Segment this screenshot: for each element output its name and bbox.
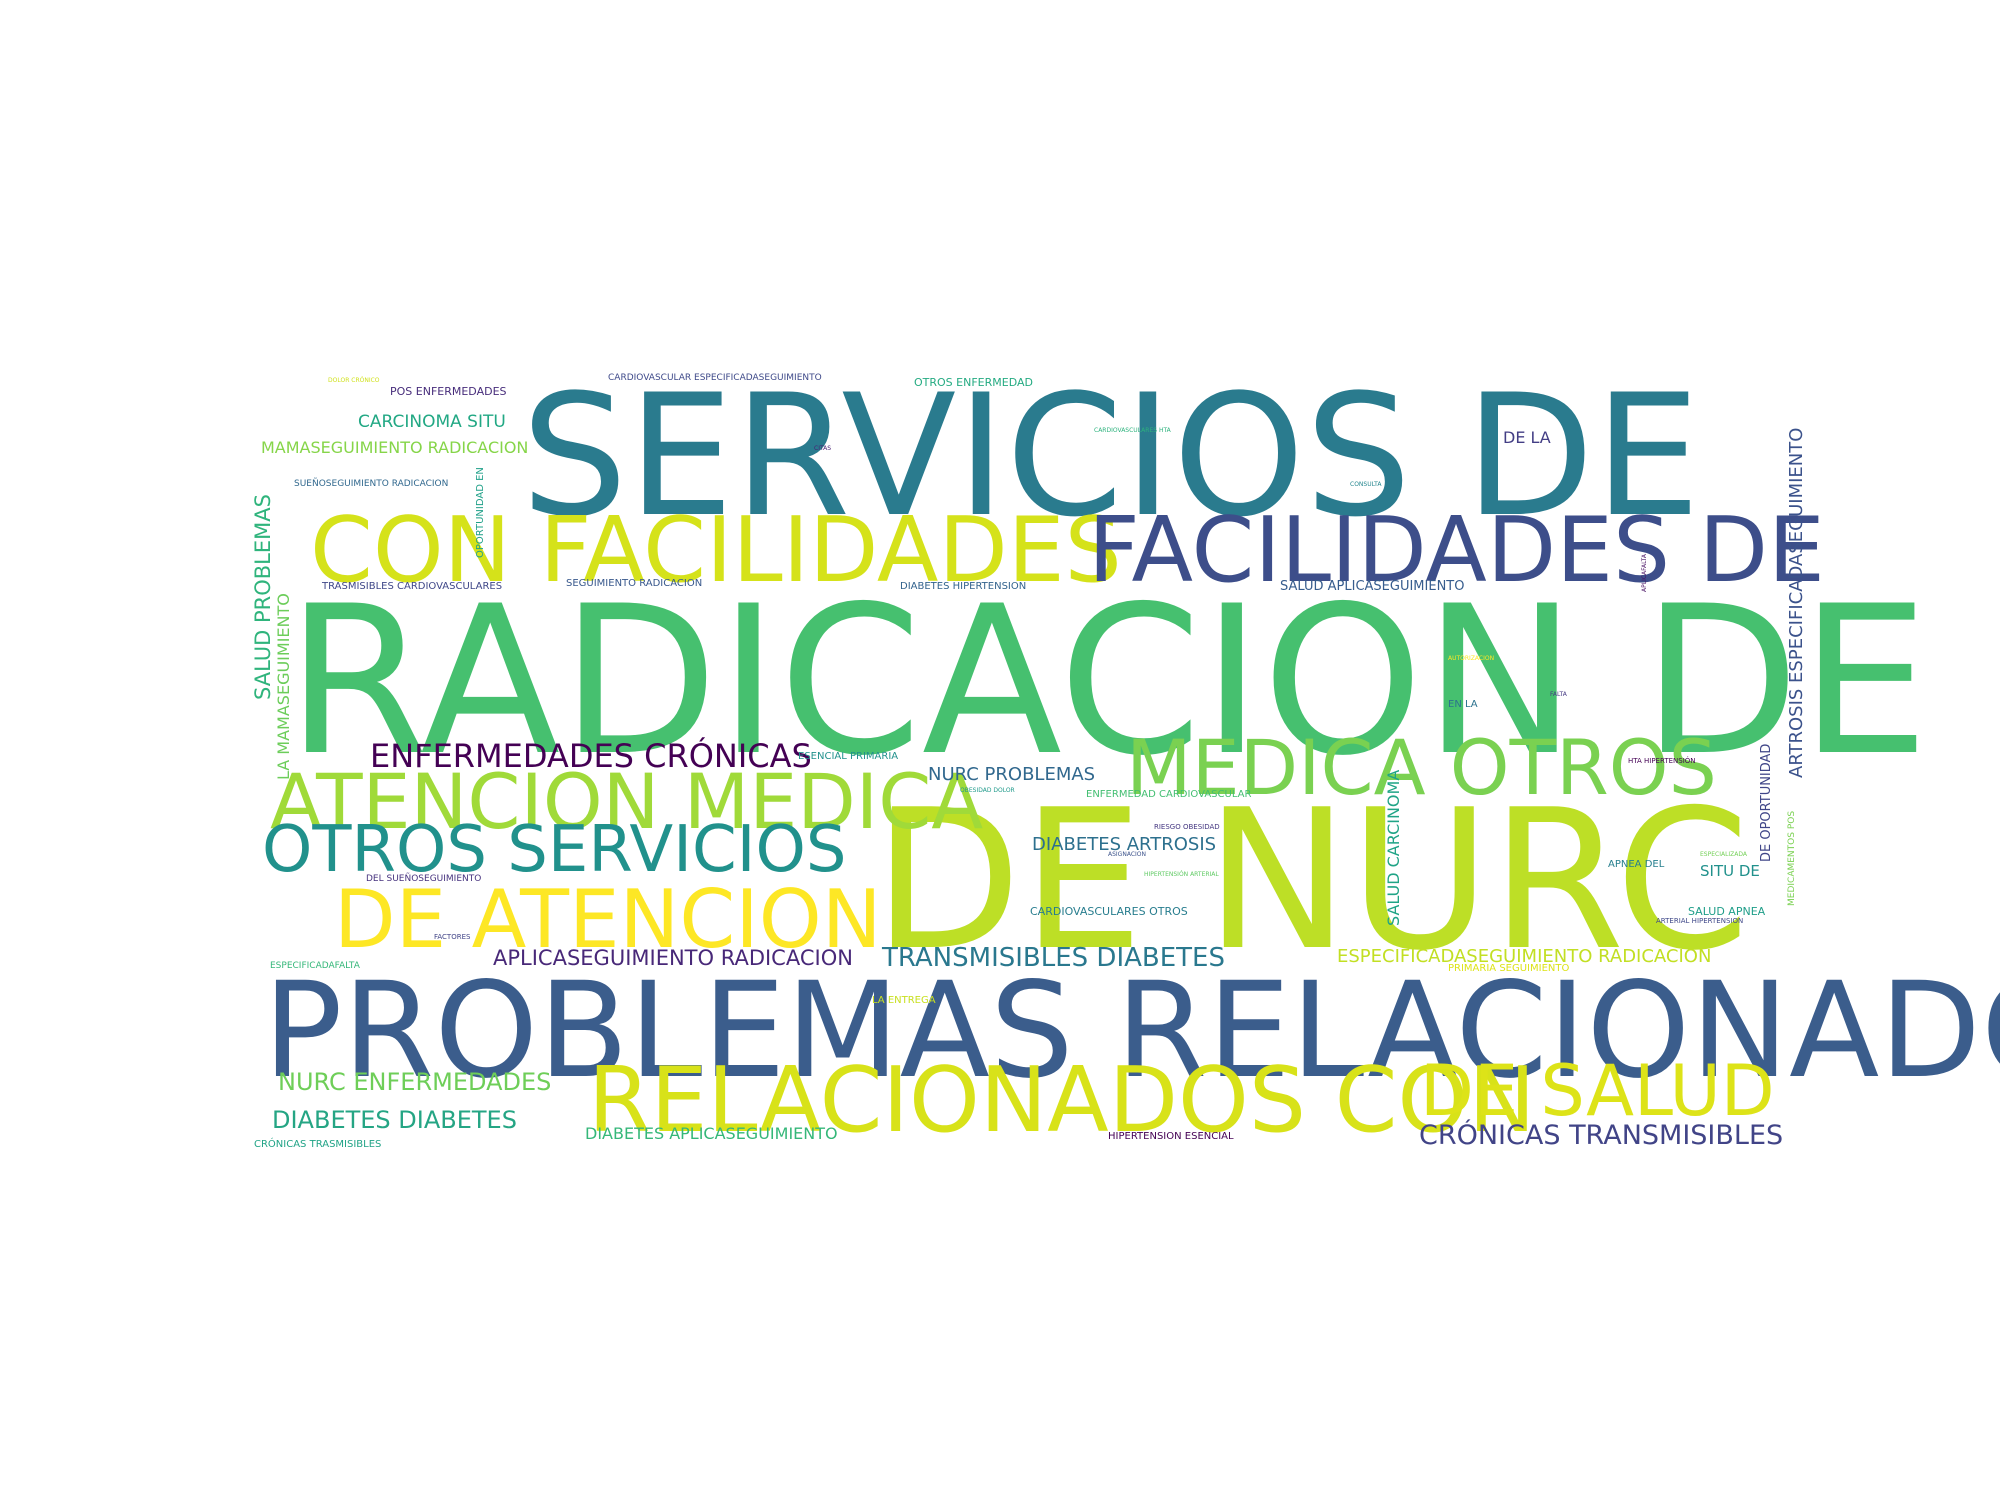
word: EN LA (1448, 699, 1478, 710)
word: FALTA (1550, 691, 1567, 698)
word: ARTERIAL HIPERTENSION (1656, 917, 1744, 925)
word: DE ATENCION (334, 873, 882, 966)
word: DE OPORTUNIDAD (1759, 743, 1774, 862)
word: SUEÑOSEGUIMIENTO RADICACION (294, 479, 449, 489)
word: DE SALUD (1420, 1050, 1775, 1132)
word: SERVICIOS DE (521, 358, 1701, 554)
word: DE NURC (873, 768, 1750, 993)
word: ESPECIALIZADA (1700, 851, 1748, 858)
word: CONSULTA (1350, 481, 1382, 488)
word: AUTORIZACION (1448, 655, 1495, 662)
word: DIABETES ARTROSIS (1032, 834, 1217, 855)
word: CRÓNICAS TRASMISIBLES (254, 1139, 382, 1150)
word: FACTORES (434, 933, 471, 941)
word: DIABETES HIPERTENSION (900, 581, 1027, 592)
word: RELACIONADOS CON (588, 1048, 1536, 1153)
word: CRÓNICAS TRANSMISIBLES (1419, 1120, 1784, 1151)
word: ARTROSIS ESPECIFICADASEGUIMIENTO (1786, 427, 1807, 778)
word: ESENCIAL PRIMARIA (798, 751, 899, 762)
word: ENFERMEDADES CRÓNICAS (370, 737, 812, 775)
word: DEL SUEÑOSEGUIMIENTO (366, 874, 482, 884)
word: DOLOR CRÓNICO (328, 377, 380, 384)
word: APLICASEGUIMIENTO RADICACION (493, 946, 853, 970)
word: CITAS (814, 445, 832, 452)
word: PRIMARIA SEGUIMIENTO (1448, 963, 1570, 974)
word: MEDICAMENTOS POS (1787, 810, 1797, 906)
word: TRASMISIBLES CARDIOVASCULARES (322, 581, 503, 592)
word: DE LA (1503, 428, 1551, 447)
word: SITU DE (1700, 862, 1760, 880)
word: SEGUIMIENTO RADICACION (566, 578, 703, 589)
word: DIABETES APLICASEGUIMIENTO (585, 1124, 838, 1143)
word: CARDIOVASCULARES OTROS (1030, 905, 1188, 918)
word: PROBLEMAS RELACIONADOS (263, 954, 2000, 1108)
word: ASIGNACION (1108, 851, 1146, 858)
word: ESPECIFICADASEGUIMIENTO RADICACION (1337, 946, 1712, 967)
word: NURC PROBLEMAS (928, 764, 1096, 785)
word: HIPERTENSIÓN ARTERIAL (1144, 871, 1219, 878)
word: HIPERTENSION ESENCIAL (1108, 1131, 1234, 1142)
word: OTROS SERVICIOS (262, 813, 847, 887)
word: ESPECIFICADAFALTA (270, 961, 360, 971)
word: LA ENTREGA (872, 995, 936, 1006)
word: OBESIDAD DOLOR (960, 787, 1015, 794)
word: HTA HIPERTENSIÓN (1628, 757, 1696, 765)
word: ATENCION MEDICA (270, 757, 984, 846)
word: CARCINOMA SITU (358, 412, 506, 432)
word: DIABETES DIABETES (272, 1106, 517, 1134)
word: OPORTUNIDAD EN (475, 467, 486, 558)
word: CON FACILIDADES (310, 498, 1122, 603)
word: TRANSMISIBLES DIABETES (882, 943, 1225, 973)
word: APNEA DEL (1608, 859, 1665, 870)
word: RIESGO OBESIDAD (1154, 823, 1220, 831)
word: POS ENFERMEDADES (390, 385, 507, 398)
word: CARDIOVASCULAR ESPECIFICADASEGUIMIENTO (608, 373, 822, 383)
word: MEDICA OTROS (1126, 723, 1717, 812)
word: OTROS ENFERMEDAD (914, 376, 1033, 389)
word: SALUD CARCINOMA (1384, 769, 1403, 926)
word: CARDIOVASCULARES HTA (1094, 427, 1171, 434)
word: SALUD APNEA (1688, 905, 1766, 918)
word: NURC ENFERMEDADES (278, 1068, 552, 1096)
word: ENFERMEDAD CARDIOVASCULAR (1086, 789, 1252, 800)
word: RADICACION DE (286, 563, 1930, 801)
word: MAMASEGUIMIENTO RADICACION (261, 438, 529, 457)
word: FACILIDADES DE (1088, 498, 1825, 603)
word: LA MAMASEGUIMIENTO (274, 593, 293, 780)
word: SALUD APLICASEGUIMIENTO (1280, 579, 1465, 594)
word: APLICAFALTA (1641, 554, 1648, 592)
word: SALUD PROBLEMAS (251, 494, 275, 700)
